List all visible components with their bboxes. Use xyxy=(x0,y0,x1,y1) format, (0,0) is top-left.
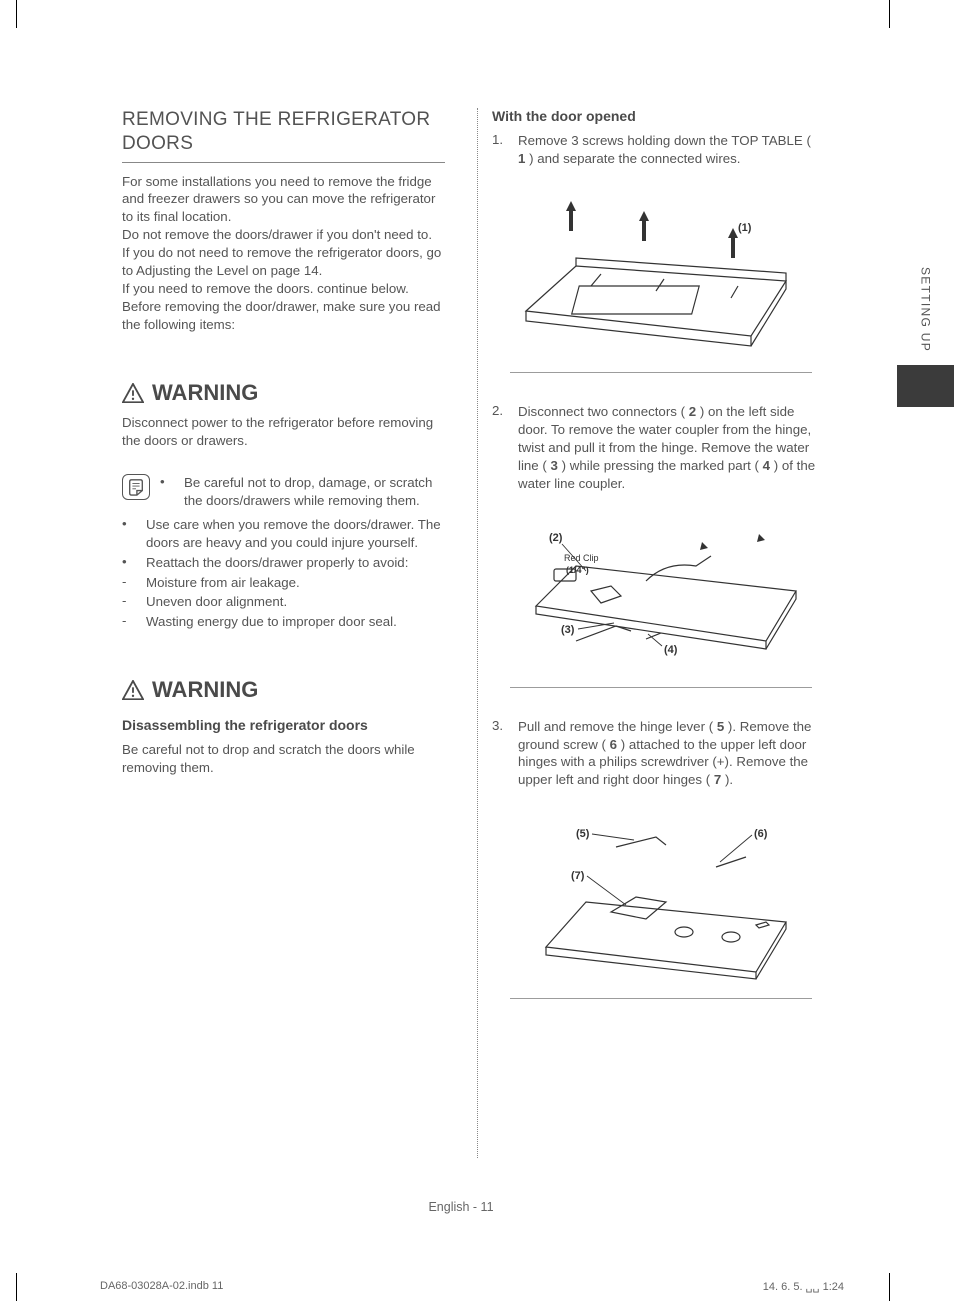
figure-3: (5) (6) (7) xyxy=(510,799,812,999)
doc-id: DA68-03028A-02.indb 11 xyxy=(100,1280,223,1293)
warning-1-text: Disconnect power to the refrigerator bef… xyxy=(122,414,445,450)
left-column: REMOVING THE REFRIGERATOR DOORS For some… xyxy=(122,108,453,1158)
section-title: REMOVING THE REFRIGERATOR DOORS xyxy=(122,108,445,163)
section-tab: SETTING UP xyxy=(897,255,954,407)
dash-1: Moisture from air leakage. xyxy=(146,574,300,592)
warning-2-text: Be careful not to drop and scratch the d… xyxy=(122,741,445,777)
fig3-callout-6: (6) xyxy=(754,828,768,840)
warning-heading-2: WARNING xyxy=(122,677,445,703)
step-1-text: Remove 3 screws holding down the TOP TAB… xyxy=(518,132,820,168)
fig1-callout-1: (1) xyxy=(738,222,752,234)
fig3-callout-7: (7) xyxy=(571,870,585,882)
tab-marker xyxy=(897,365,954,407)
fig2-callout-4: (4) xyxy=(664,644,678,656)
fig2-size: (1/4") xyxy=(566,565,589,575)
fig2-callout-2: (2) xyxy=(549,532,563,544)
right-column: With the door opened 1. Remove 3 screws … xyxy=(477,108,820,1158)
bullet-3: Reattach the doors/drawer properly to av… xyxy=(146,554,408,572)
warning-2-subhead: Disassembling the refrigerator doors xyxy=(122,717,445,733)
warning-heading-1: WARNING xyxy=(122,380,445,406)
note-bullet-1: Be careful not to drop, damage, or scrat… xyxy=(184,474,445,510)
step-2-text: Disconnect two connectors ( 2 ) on the l… xyxy=(518,403,820,493)
warning-label: WARNING xyxy=(152,677,258,703)
intro-text: For some installations you need to remov… xyxy=(122,173,445,334)
print-timestamp: 14. 6. 5. ␣␣ 1:24 xyxy=(763,1280,844,1293)
warning-icon xyxy=(122,680,144,700)
warning-icon xyxy=(122,383,144,403)
step-3-text: Pull and remove the hinge lever ( 5 ). R… xyxy=(518,718,820,790)
bullet-2: Use care when you remove the doors/drawe… xyxy=(146,516,445,552)
fig3-callout-5: (5) xyxy=(576,828,590,840)
warning-label: WARNING xyxy=(152,380,258,406)
print-metadata: DA68-03028A-02.indb 11 14. 6. 5. ␣␣ 1:24 xyxy=(100,1280,844,1293)
dash-2: Uneven door alignment. xyxy=(146,593,287,611)
right-subhead: With the door opened xyxy=(492,108,820,124)
step-number: 1. xyxy=(492,132,508,168)
figure-2: (2) Red Clip (1/4") (3) (4) xyxy=(510,503,812,688)
step-number: 2. xyxy=(492,403,508,493)
fig2-redclip: Red Clip xyxy=(564,553,599,563)
figure-1: (1) xyxy=(510,178,812,373)
dash-3: Wasting energy due to improper door seal… xyxy=(146,613,397,631)
step-number: 3. xyxy=(492,718,508,790)
fig2-callout-3: (3) xyxy=(561,624,575,636)
tab-label: SETTING UP xyxy=(919,267,933,352)
note-icon xyxy=(122,474,150,500)
page-footer: English - 11 xyxy=(32,1200,890,1214)
